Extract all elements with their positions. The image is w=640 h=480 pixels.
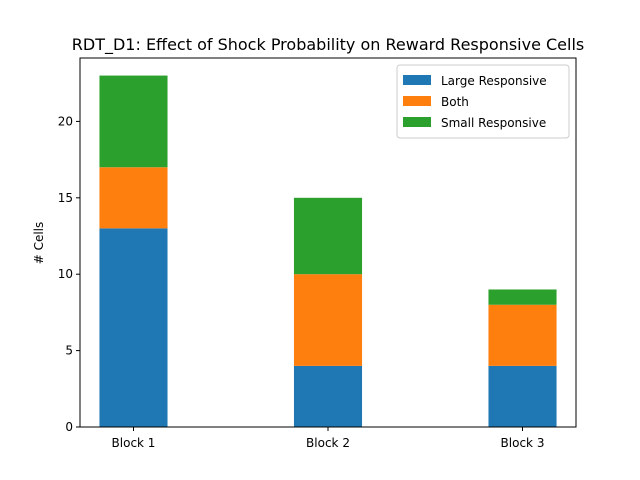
legend-label: Large Responsive bbox=[441, 74, 547, 88]
legend-label: Small Responsive bbox=[441, 116, 546, 130]
y-axis-label: # Cells bbox=[32, 222, 46, 265]
y-tick-label: 10 bbox=[58, 267, 73, 281]
bar-large-responsive-block-2 bbox=[294, 366, 362, 427]
legend: Large Responsive Both Small Responsive bbox=[397, 65, 569, 138]
bar-small-responsive-block-1 bbox=[99, 76, 167, 168]
bar-small-responsive-block-3 bbox=[488, 289, 556, 304]
legend-label: Both bbox=[441, 95, 469, 109]
bar-both-block-2 bbox=[294, 274, 362, 366]
legend-swatch bbox=[403, 117, 431, 127]
bar-large-responsive-block-3 bbox=[488, 366, 556, 427]
bar-small-responsive-block-2 bbox=[294, 198, 362, 274]
legend-swatch bbox=[403, 96, 431, 106]
legend-swatch bbox=[403, 75, 431, 85]
bar-both-block-1 bbox=[99, 167, 167, 228]
y-tick-label: 5 bbox=[65, 344, 73, 358]
x-tick-label: Block 2 bbox=[306, 436, 350, 450]
y-tick-label: 20 bbox=[58, 114, 73, 128]
x-tick-label: Block 1 bbox=[112, 436, 156, 450]
bar-both-block-3 bbox=[488, 305, 556, 366]
y-tick-label: 15 bbox=[58, 191, 73, 205]
y-tick-label: 0 bbox=[65, 420, 73, 434]
x-tick-label: Block 3 bbox=[501, 436, 545, 450]
bar-large-responsive-block-1 bbox=[99, 228, 167, 427]
chart-title: RDT_D1: Effect of Shock Probability on R… bbox=[72, 35, 585, 55]
